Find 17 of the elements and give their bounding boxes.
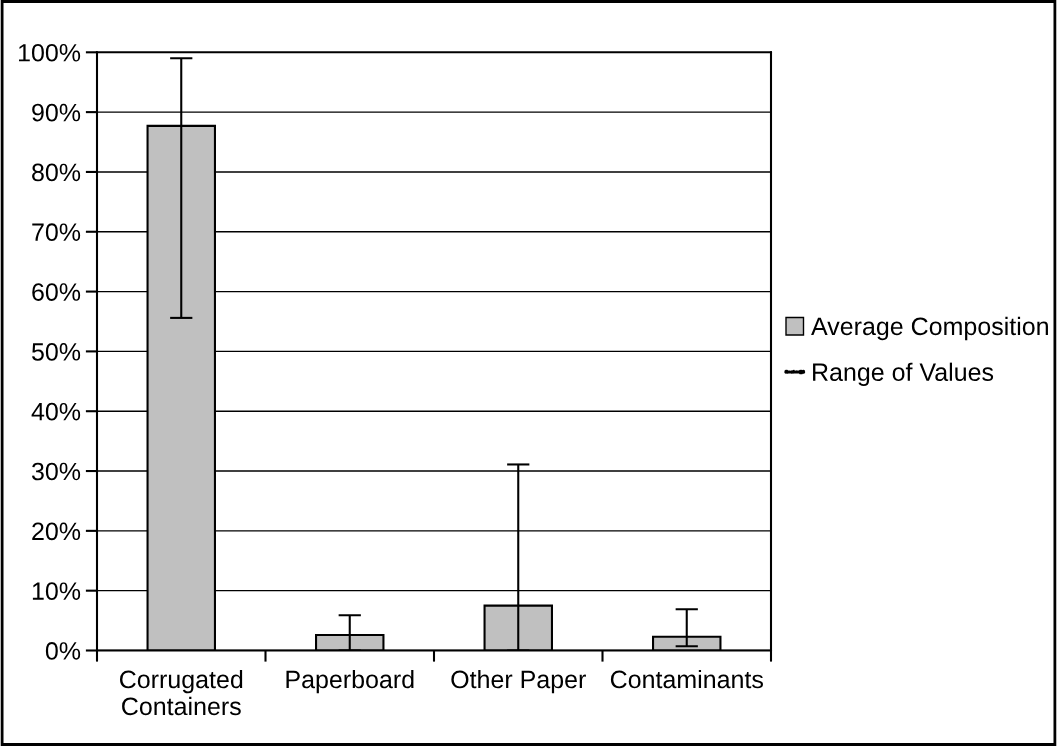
y-tick-label: 40% (31, 402, 81, 421)
y-tick-label: 90% (32, 103, 81, 122)
y-tick-label: 100% (19, 43, 81, 62)
y-tick-label: 70% (32, 223, 81, 242)
y-tick-label: 0% (45, 642, 81, 660)
y-tick-label: 10% (32, 582, 81, 600)
y-tick-label: 80% (32, 163, 81, 182)
x-tick-label: Paperboard (286, 669, 414, 694)
x-tick-label: Corrugated Containers (119, 669, 243, 716)
y-tick-label: 20% (32, 522, 81, 541)
x-tick-label: Other Paper (451, 669, 586, 694)
y-tick-label: 60% (32, 283, 81, 301)
y-tick-label: 50% (31, 343, 81, 361)
y-tick-label: 30% (31, 462, 81, 481)
legend-label: Average Composition (811, 316, 1048, 341)
text: Range of Values (813, 362, 994, 386)
x-tick-label: Contaminants (610, 669, 763, 689)
